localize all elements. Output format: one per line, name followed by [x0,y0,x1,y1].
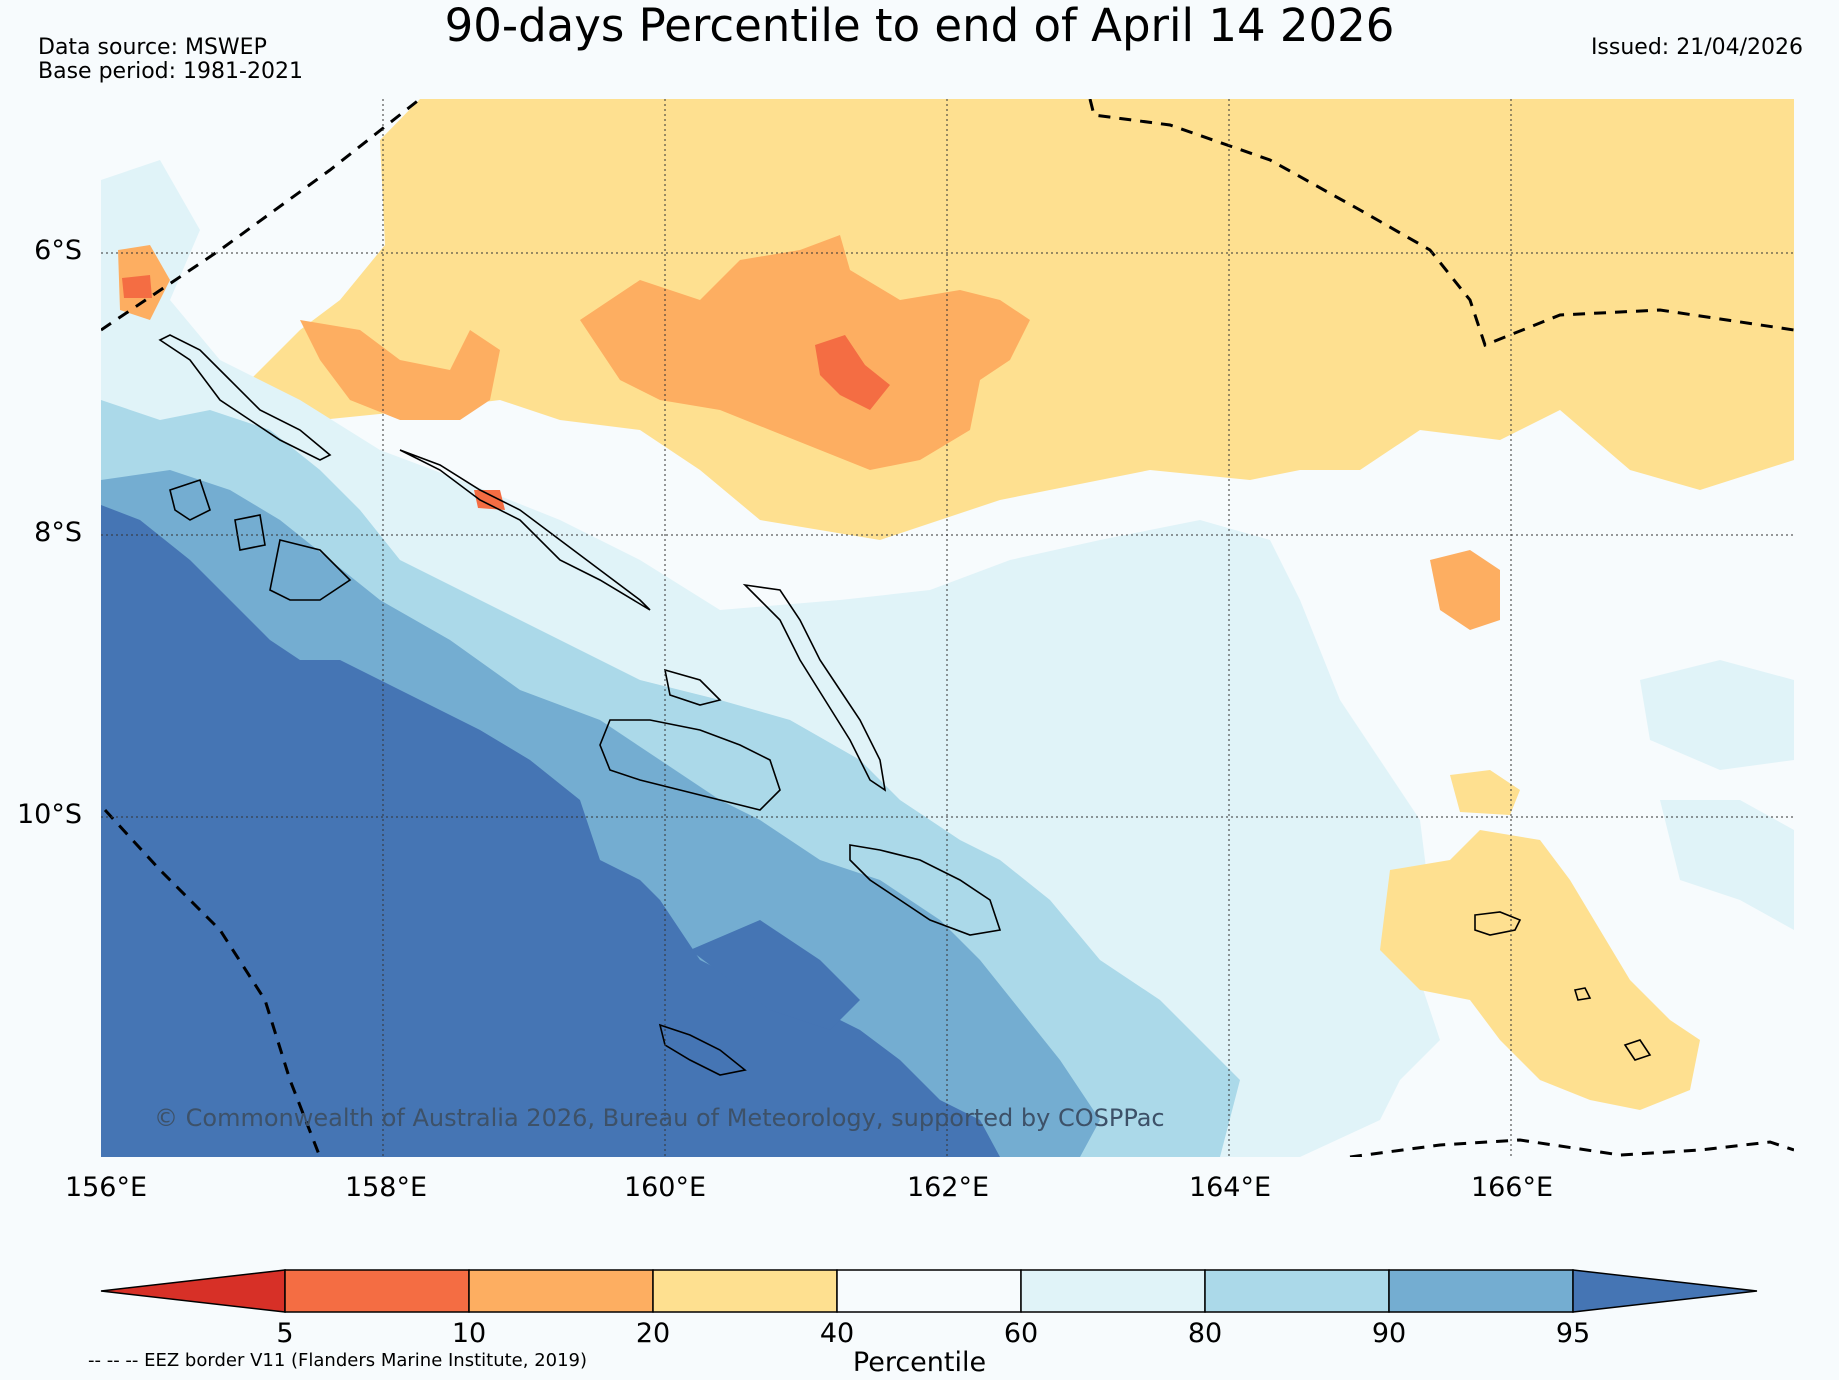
coastline-bougainville [158,334,332,461]
colorbar-segment-lt5 [100,1269,286,1313]
region-20-40-east-patch [1450,770,1520,815]
region-60-80-east [1640,660,1794,770]
colorbar-tick-80: 80 [1187,1318,1223,1349]
coastline-nggela [663,668,722,706]
colorbar-segment-10-20 [468,1269,654,1313]
coastline-malaita [849,844,1002,936]
colorbar-tick-90: 90 [1371,1318,1407,1349]
colorbar-segment-20-40 [652,1269,838,1313]
colorbar-tick-60: 60 [1003,1318,1039,1349]
coastline-choiseul [399,449,651,611]
lat-label-6s: 6°S [34,235,82,266]
base-period-label: Base period: 1981-2021 [38,59,303,84]
data-source-label: Data source: MSWEP [38,35,267,60]
colorbar-title: Percentile [852,1347,987,1378]
region-95-100-patch [690,920,860,1030]
region-20-40-southeast [1380,830,1700,1110]
colorbar-tick-10: 10 [451,1318,487,1349]
colorbar-segment-60-80 [1020,1269,1206,1313]
region-10-20-west [300,320,500,420]
lat-label-10s: 10°S [17,799,82,830]
coastline-small-1 [1573,987,1592,1001]
lon-label-164: 164°E [1188,1172,1272,1203]
issued-date-label: Issued: 21/04/2026 [1590,35,1803,60]
colorbar-segment-90-95 [1388,1269,1574,1313]
lon-label-166: 166°E [1470,1172,1554,1203]
eez-border-north-east [1088,99,1794,347]
eez-border-south-east [1349,1138,1794,1157]
region-5-10-nw [122,275,152,298]
eez-legend-note: -- -- -- EEZ border V11 (Flanders Marine… [88,1350,588,1371]
region-5-10-north [815,335,890,410]
map-title: 90-days Percentile to end of April 14 20… [444,0,1395,52]
eez-border-north-west [101,99,421,332]
colorbar-segment-40-60 [836,1269,1022,1313]
coastline-guadalcanal [599,719,781,811]
coastline-santa-isabel [742,583,887,792]
coastline-new-georgia [169,478,211,521]
eez-border-group [101,99,1794,1157]
eez-border-south-west [103,808,322,1157]
colorbar-segment-80-90 [1204,1269,1390,1313]
coastline-santa-cruz [1474,911,1522,936]
lat-label-8s: 8°S [34,517,82,548]
colorbar [100,1269,1758,1313]
coastline-new-georgia-2 [234,514,266,551]
copyright-notice: © Commonwealth of Australia 2026, Bureau… [154,1104,1165,1132]
region-10-20-east [1430,550,1500,630]
coastline-makira [658,1023,747,1076]
colorbar-tick-5: 5 [276,1318,294,1349]
region-10-20-north [580,235,1030,470]
lon-label-162: 162°E [906,1172,990,1203]
region-60-80-se [1660,800,1794,930]
colorbar-tick-95: 95 [1555,1318,1591,1349]
gridlines [101,99,1794,1157]
coastline-new-georgia-3 [269,539,352,601]
lon-label-158: 158°E [344,1172,428,1203]
coastline-group [158,334,1652,1076]
lon-label-156: 156°E [64,1172,148,1203]
lon-label-160: 160°E [623,1172,707,1203]
colorbar-segment-gt95 [1572,1269,1758,1313]
colorbar-tick-20: 20 [635,1318,671,1349]
colorbar-segment-5-10 [284,1269,470,1313]
region-5-10-small [474,490,505,510]
percentile-map [101,99,1794,1157]
coastline-small-2 [1623,1039,1652,1061]
colorbar-tick-40: 40 [819,1318,855,1349]
